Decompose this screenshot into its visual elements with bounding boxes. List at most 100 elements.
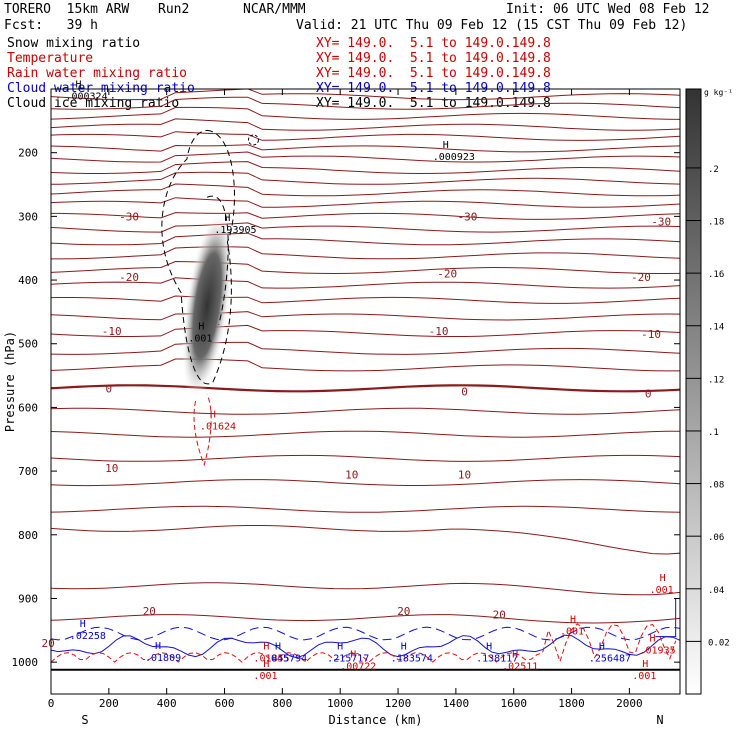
south-end-label: S — [81, 713, 88, 727]
isotherm-line — [51, 384, 680, 393]
isotherm-line — [51, 144, 680, 153]
isotherm-line — [51, 324, 680, 337]
x-tick-label: 600 — [215, 697, 235, 710]
colorbar-tick-label: .06 — [708, 533, 724, 543]
moisture-fields — [51, 129, 680, 671]
max-marker-label: H — [512, 649, 518, 660]
x-axis-label: Distance (km) — [329, 713, 423, 727]
isotherm-line — [51, 171, 680, 185]
isotherm-label: -20 — [119, 271, 139, 284]
isotherm-label: 20 — [397, 605, 410, 618]
field-temp-xy: XY= 149.0. 5.1 to 149.0.149.8 — [316, 51, 551, 66]
x-tick-label: 0 — [48, 697, 55, 710]
valid-time: Valid: 21 UTC Thu 09 Feb 12 (15 CST Thu … — [296, 18, 688, 33]
y-tick-label: 500 — [18, 338, 38, 351]
x-tick-label: 1200 — [385, 697, 412, 710]
max-marker-label: H — [660, 573, 666, 584]
cloud-ice-contour — [206, 195, 229, 325]
x-tick-label: 1000 — [327, 697, 354, 710]
isotherm-label: 0 — [461, 386, 468, 399]
rain-contour — [51, 623, 677, 664]
colorbar-tick-label: .18 — [708, 218, 724, 228]
axes: 0 200 400 600 800 1000 1200 1400 1600 1800 2000200… — [3, 88, 681, 727]
max-marker-label: H — [75, 79, 81, 90]
isotherm-label: -20 — [437, 268, 457, 281]
isotherm-label: 10 — [105, 462, 118, 475]
max-value-label: .02258 — [70, 631, 106, 642]
max-value-label: .045794 — [265, 654, 307, 665]
y-tick-label: 600 — [18, 401, 38, 414]
x-tick-label: 200 — [99, 697, 119, 710]
y-tick-label: 800 — [18, 529, 38, 542]
max-value-label: .256487 — [589, 654, 631, 665]
isotherm-line — [51, 161, 680, 175]
colorbar-unit: g kg⁻¹ — [704, 88, 733, 97]
isotherm-label: -10 — [429, 325, 449, 338]
isotherm-line — [51, 407, 680, 415]
max-marker-label: H — [198, 321, 204, 332]
isotherm-line — [51, 131, 680, 141]
max-value-label: .01624 — [200, 421, 236, 432]
cloud-ice-contour — [247, 134, 259, 146]
x-tick-label: 400 — [157, 697, 177, 710]
max-marker-label: H — [210, 409, 216, 420]
init-time: Init: 06 UTC Wed 08 Feb 12 — [506, 2, 710, 17]
colorbar: 0.02 .04 .06 .08 .1 .12 .14 .16 .18 .2 g kg⁻¹ — [685, 88, 733, 695]
isotherm-line — [51, 197, 680, 208]
isotherm-line — [51, 232, 680, 246]
max-value-label: .001 — [560, 626, 584, 637]
isotherm-label: 20 — [41, 637, 54, 650]
max-marker-label: H — [80, 619, 86, 630]
north-end-label: N — [656, 713, 663, 727]
x-tick-label: 2000 — [616, 697, 643, 710]
isotherm-line — [51, 222, 680, 233]
plot-frame — [50, 88, 681, 695]
y-tick-label: 700 — [18, 465, 38, 478]
isotherm-line — [51, 96, 680, 110]
max-value-label: .001 — [253, 671, 277, 682]
isotherm-line — [51, 454, 680, 462]
field-snow-name: Snow mixing ratio — [7, 36, 141, 51]
isotherm-line — [51, 151, 680, 163]
max-value-label: .01855 — [253, 654, 289, 665]
isotherm-line — [51, 525, 680, 555]
isotherm-line — [51, 582, 680, 596]
max-value-label: .000324 — [65, 91, 107, 102]
max-marker-label: H — [350, 649, 356, 660]
y-tick-label: 300 — [18, 210, 38, 223]
cloud-ice-contour — [161, 129, 235, 385]
cloud-water-contour — [655, 598, 677, 638]
rain-contour — [193, 394, 212, 467]
max-value-label: .138117 — [476, 654, 518, 665]
max-value-label: .001 — [650, 585, 674, 596]
isotherm-line — [51, 341, 680, 355]
max-value-label: .193905 — [214, 225, 256, 236]
isotherm-label: 20 — [143, 605, 156, 618]
contour-labels: -30 -30 -30 -20 -20 -20 -10 -10 -10 0 0 0 10 10 10 20 20… — [41, 79, 675, 682]
colorbar-tick-label: .08 — [708, 481, 724, 491]
max-marker-label: H — [337, 642, 343, 653]
cloud-water-contour — [51, 634, 680, 659]
colorbar-tick-label: .04 — [708, 586, 724, 596]
colorbar-tick-label: 0.02 — [708, 638, 730, 648]
isotherm-line — [51, 479, 680, 487]
x-tick-label: 1400 — [443, 697, 470, 710]
max-marker-label: H — [486, 642, 492, 653]
max-marker-label: H — [570, 614, 576, 625]
isotherm-label: -20 — [631, 271, 651, 284]
max-marker-label: H — [650, 633, 656, 644]
isotherm-line — [51, 358, 680, 372]
max-value-label: .01809 — [145, 653, 181, 664]
max-marker-label: H — [224, 213, 230, 224]
max-value-label: .001 — [632, 671, 656, 682]
max-marker-label: H — [642, 659, 648, 670]
y-tick-label: 1000 — [12, 656, 39, 669]
run-label: Run2 — [158, 2, 190, 17]
isotherm-label: 10 — [458, 468, 471, 481]
max-marker-label: H — [275, 642, 281, 653]
isotherm-label: -30 — [458, 210, 478, 223]
isotherm-label: -30 — [651, 215, 671, 228]
isotherm-line — [51, 118, 680, 131]
snow-mixing-plume — [181, 211, 233, 400]
